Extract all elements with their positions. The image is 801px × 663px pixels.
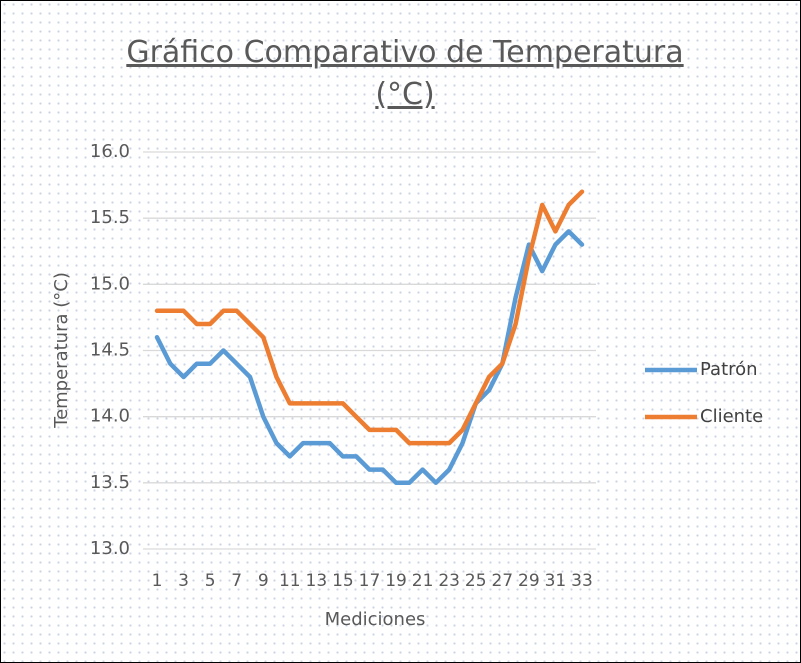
- line-series: [154, 189, 585, 446]
- x-tick-label: 31: [545, 571, 567, 591]
- y-tick-label: 15.5: [90, 207, 130, 228]
- x-tick-label: 15: [332, 571, 354, 591]
- line-series: [154, 229, 585, 486]
- x-tick-label: 13: [306, 571, 328, 591]
- x-tick-label: 3: [178, 571, 189, 591]
- x-tick-label: 27: [491, 571, 513, 591]
- y-axis-label: Temperatura (°C): [51, 272, 72, 429]
- x-axis-label: Mediciones: [325, 609, 426, 630]
- x-tick-label: 19: [385, 571, 407, 591]
- legend-label: Patrón: [700, 359, 758, 380]
- y-tick-label: 14.5: [90, 340, 130, 361]
- x-tick-label: 17: [359, 571, 381, 591]
- x-tick-label: 1: [152, 571, 163, 591]
- legend-label: Cliente: [700, 406, 763, 427]
- y-tick-label: 15.0: [90, 273, 130, 294]
- y-tick-label: 13.0: [90, 538, 130, 559]
- y-tick-label: 14.0: [90, 406, 130, 427]
- x-tick-label: 33: [571, 571, 593, 591]
- x-tick-label: 11: [279, 571, 301, 591]
- chart-title: Gráfico Comparativo de Temperatura (°C): [126, 35, 684, 112]
- y-tick-label: 16.0: [90, 141, 130, 162]
- x-tick-label: 9: [258, 571, 269, 591]
- x-tick-label: 21: [412, 571, 434, 591]
- x-tick-label: 29: [518, 571, 540, 591]
- x-tick-label: 25: [465, 571, 487, 591]
- x-tick-label: 23: [438, 571, 460, 591]
- x-tick-label: 7: [231, 571, 242, 591]
- y-tick-label: 13.5: [90, 472, 130, 493]
- x-tick-label: 5: [205, 571, 216, 591]
